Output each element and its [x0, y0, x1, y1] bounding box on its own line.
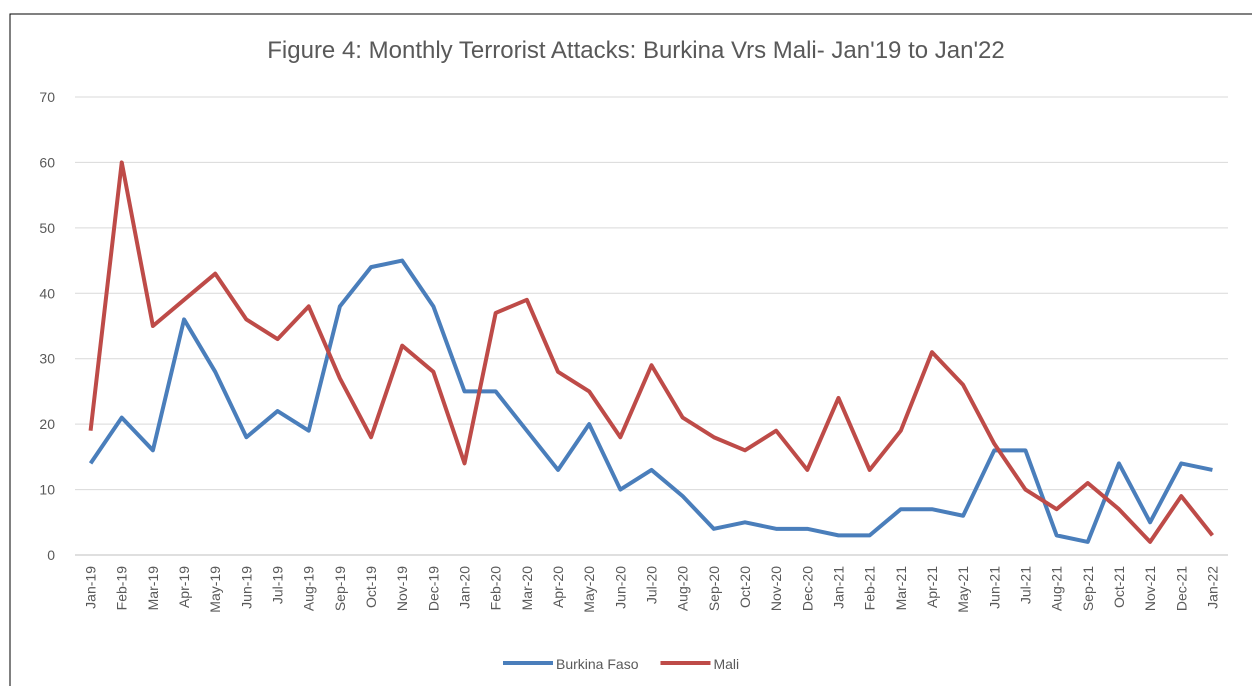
x-tick-label: Dec-20 [799, 566, 815, 611]
x-tick-label: Feb-20 [488, 566, 504, 611]
x-tick-label: Jun-19 [238, 566, 254, 609]
x-tick-label: Sep-21 [1080, 566, 1096, 611]
x-tick-label: Jul-21 [1017, 566, 1033, 604]
y-tick-label: 50 [39, 220, 55, 236]
x-tick-label: Jul-20 [644, 566, 660, 604]
x-tick-label: Nov-20 [768, 566, 784, 611]
x-tick-label: Dec-21 [1173, 566, 1189, 611]
x-tick-label: Nov-21 [1142, 566, 1158, 611]
x-tick-label: Aug-20 [675, 566, 691, 611]
legend-label: Burkina Faso [556, 656, 639, 672]
y-tick-label: 30 [39, 351, 55, 367]
x-tick-label: Feb-21 [862, 566, 878, 611]
x-tick-label: Jan-19 [83, 566, 99, 609]
x-tick-label: Jan-22 [1204, 566, 1220, 609]
x-tick-label: Apr-20 [550, 566, 566, 608]
series-line [88, 258, 1213, 544]
x-tick-label: Oct-21 [1111, 566, 1127, 608]
y-tick-label: 40 [39, 285, 55, 301]
x-tick-label: Mar-20 [519, 566, 535, 611]
series-line [88, 160, 1214, 544]
x-tick-label: Jan-20 [457, 566, 473, 609]
x-tick-label: May-19 [207, 566, 223, 613]
x-tick-label: Jun-20 [612, 566, 628, 609]
x-tick-label: Oct-19 [363, 566, 379, 608]
x-tick-label: Apr-21 [924, 566, 940, 608]
x-tick-label: Jan-21 [830, 566, 846, 609]
y-tick-label: 0 [47, 547, 55, 563]
x-tick-label: Apr-19 [176, 566, 192, 608]
x-tick-label: Sep-19 [332, 566, 348, 611]
chart-title: Figure 4: Monthly Terrorist Attacks: Bur… [267, 37, 1004, 64]
chart-frame [9, 13, 1252, 686]
x-tick-label: Mar-19 [145, 566, 161, 611]
x-tick-label: Oct-20 [737, 566, 753, 608]
x-tick-label: Jun-21 [986, 566, 1002, 609]
x-tick-label: Jul-19 [270, 566, 286, 604]
y-tick-label: 10 [39, 482, 55, 498]
x-tick-label: May-20 [581, 566, 597, 613]
y-tick-label: 60 [39, 154, 55, 170]
x-tick-label: Aug-21 [1049, 566, 1065, 611]
x-tick-label: Dec-19 [425, 566, 441, 611]
x-tick-label: May-21 [955, 566, 971, 613]
legend-label: Mali [713, 656, 739, 672]
x-tick-label: Nov-19 [394, 566, 410, 611]
y-tick-label: 20 [39, 416, 55, 432]
x-tick-label: Feb-19 [114, 566, 130, 611]
y-tick-label: 70 [39, 89, 55, 105]
x-tick-label: Aug-19 [301, 566, 317, 611]
x-tick-label: Mar-21 [893, 566, 909, 611]
x-tick-label: Sep-20 [706, 566, 722, 611]
